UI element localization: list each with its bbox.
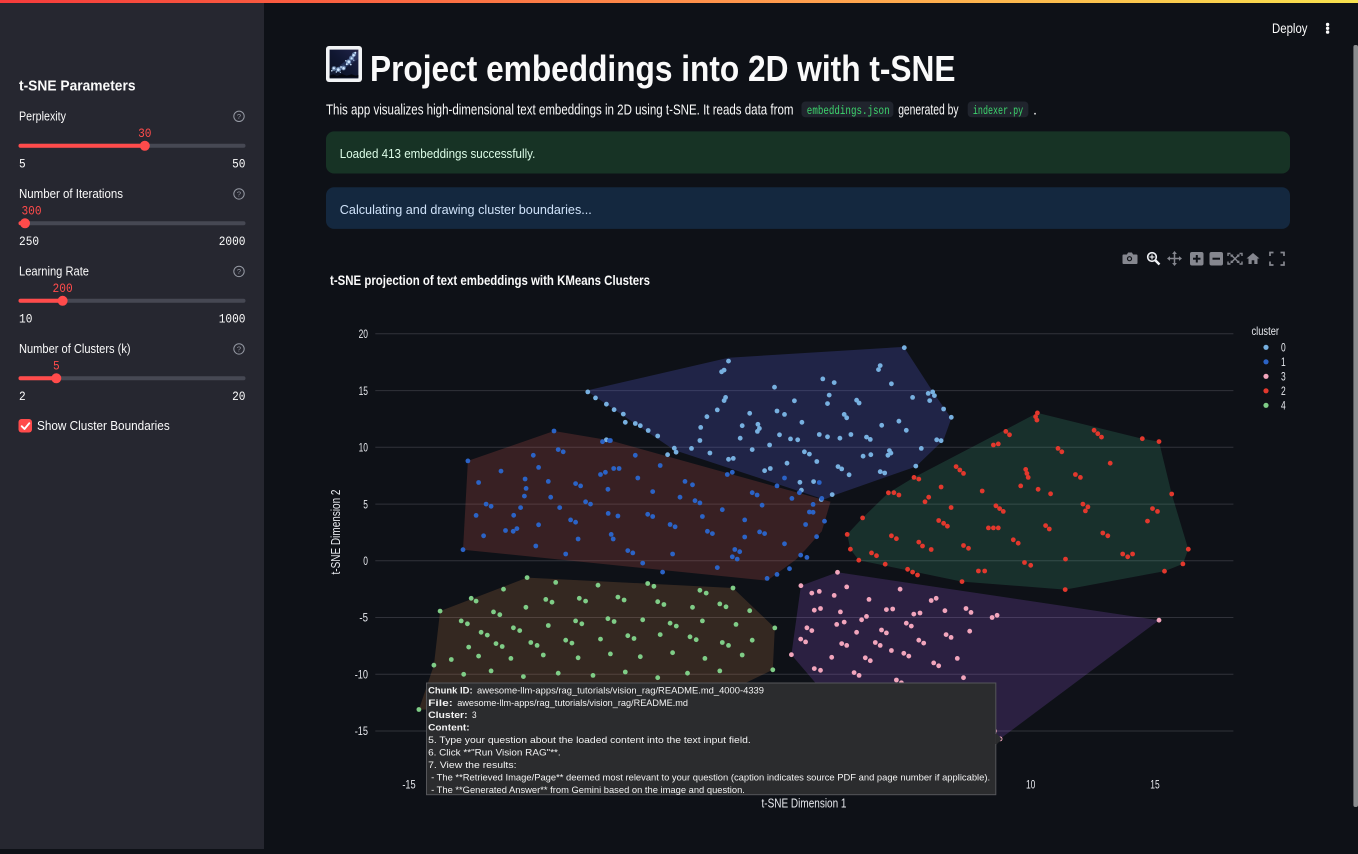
svg-text:2000: 2000	[219, 234, 246, 249]
svg-text:1: 1	[1281, 355, 1286, 369]
svg-text:Calculating and drawing cluste: Calculating and drawing cluster boundari…	[340, 202, 592, 217]
svg-text:Chunk ID:: Chunk ID:	[428, 685, 473, 695]
svg-text:3: 3	[472, 710, 477, 720]
svg-text:Content:: Content:	[428, 723, 470, 733]
svg-text:?: ?	[237, 345, 241, 354]
svg-text:20: 20	[232, 389, 245, 404]
svg-text:t-SNE Dimension 2: t-SNE Dimension 2	[329, 489, 343, 574]
svg-text:6. Click **"Run Vision RAG"**.: 6. Click **"Run Vision RAG"**.	[428, 748, 561, 758]
svg-text:indexer.py: indexer.py	[973, 104, 1023, 118]
svg-text:3: 3	[1281, 370, 1286, 384]
svg-text:5: 5	[53, 359, 60, 374]
svg-text:2: 2	[19, 389, 26, 404]
svg-text:1000: 1000	[219, 312, 246, 327]
svg-text:awesome-llm-apps/rag_tutorials: awesome-llm-apps/rag_tutorials/vision_ra…	[477, 685, 764, 695]
svg-text:Loaded 413 embeddings successf: Loaded 413 embeddings successfully.	[340, 146, 536, 161]
svg-text:4: 4	[1281, 399, 1286, 413]
svg-text:-10: -10	[355, 667, 369, 681]
svg-text:10: 10	[19, 312, 32, 327]
svg-text:30: 30	[138, 126, 151, 141]
svg-text:200: 200	[53, 281, 73, 296]
svg-text:awesome-llm-apps/rag_tutorials: awesome-llm-apps/rag_tutorials/vision_ra…	[457, 698, 688, 708]
svg-text:This app visualizes high-dimen: This app visualizes high-dimensional tex…	[326, 102, 794, 118]
svg-text:t-SNE Parameters: t-SNE Parameters	[19, 77, 136, 94]
svg-text:5: 5	[19, 157, 26, 172]
svg-text:-5: -5	[359, 611, 368, 625]
svg-text:300: 300	[21, 204, 41, 219]
svg-text:7. View the results:: 7. View the results:	[428, 760, 516, 770]
svg-text:Number of Iterations: Number of Iterations	[19, 187, 123, 201]
svg-text:50: 50	[232, 157, 245, 172]
svg-text:Learning Rate: Learning Rate	[19, 265, 89, 279]
svg-text:Number of Clusters (k): Number of Clusters (k)	[19, 342, 131, 356]
svg-text:5: 5	[363, 497, 368, 511]
svg-text:0: 0	[1281, 341, 1286, 355]
svg-text:Deploy: Deploy	[1272, 20, 1308, 36]
svg-text:15: 15	[1150, 778, 1160, 792]
svg-text:t-SNE Dimension 1: t-SNE Dimension 1	[762, 797, 847, 811]
svg-text:250: 250	[19, 234, 39, 249]
svg-text:.: .	[1033, 102, 1037, 118]
svg-text:-15: -15	[355, 724, 369, 738]
svg-text:?: ?	[237, 267, 241, 276]
svg-text:2: 2	[1281, 384, 1286, 398]
svg-text:embeddings.json: embeddings.json	[807, 104, 890, 118]
svg-text:15: 15	[359, 384, 369, 398]
svg-text:Cluster:: Cluster:	[428, 710, 468, 720]
svg-text:20: 20	[359, 327, 369, 341]
svg-text:cluster: cluster	[1252, 324, 1280, 338]
svg-text:?: ?	[237, 112, 241, 121]
svg-text:Perplexity: Perplexity	[19, 110, 67, 124]
svg-text:0: 0	[363, 554, 368, 568]
svg-text:-15: -15	[402, 778, 416, 792]
svg-text:?: ?	[237, 190, 241, 199]
svg-text:5. Type your question about th: 5. Type your question about the loaded c…	[428, 735, 751, 745]
svg-text:generated by: generated by	[898, 102, 959, 118]
svg-text:Project embeddings into 2D wit: Project embeddings into 2D with t-SNE	[370, 48, 956, 89]
svg-text:10: 10	[359, 441, 369, 455]
svg-text:- The **Retrieved Image/Page**: - The **Retrieved Image/Page** deemed mo…	[431, 772, 990, 782]
svg-text:- The **Generated Answer** fro: - The **Generated Answer** from Gemini b…	[431, 785, 745, 795]
svg-text:10: 10	[1026, 778, 1036, 792]
svg-text:Show Cluster Boundaries: Show Cluster Boundaries	[37, 419, 170, 433]
svg-text:t-SNE projection of text embed: t-SNE projection of text embeddings with…	[330, 272, 650, 288]
svg-text:File:: File:	[428, 698, 453, 708]
